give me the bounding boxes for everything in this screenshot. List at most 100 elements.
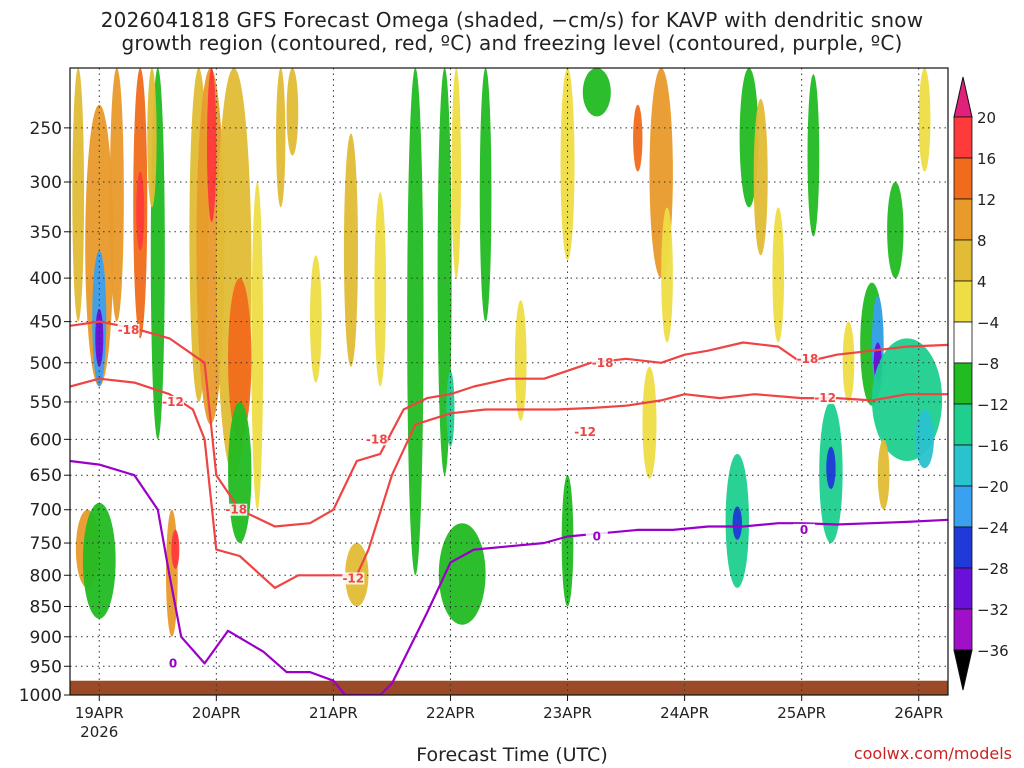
omega-shade-42 <box>739 68 759 208</box>
colorbar-top-arrow <box>953 76 973 118</box>
omega-shade-18 <box>228 401 252 544</box>
y-tick-label-550: 550 <box>30 393 62 413</box>
colorbar-bottom-arrow <box>953 649 973 691</box>
contour-label-bg-3 <box>365 433 388 446</box>
colorbar-segment-6 <box>953 362 973 405</box>
colorbar-label-1: 16 <box>977 150 996 168</box>
chart-title-line1: 2026041818 GFS Forecast Omega (shaded, −… <box>100 8 924 32</box>
colorbar-label-6: −8 <box>977 355 999 373</box>
omega-shade-17 <box>228 278 252 440</box>
omega-shade-55 <box>918 68 931 172</box>
omega-shade-34 <box>561 475 574 607</box>
colorbar-label-8: −16 <box>977 437 1009 455</box>
y-tick-label-1000: 1000 <box>19 686 62 706</box>
omega-shade-15 <box>206 68 217 223</box>
y-tick-label-700: 700 <box>30 501 62 521</box>
colorbar-label-10: −24 <box>977 519 1009 537</box>
contour-label-0: -18 <box>118 323 140 337</box>
omega-shade-21 <box>286 68 299 156</box>
colorbar-label-3: 8 <box>977 232 987 250</box>
omega-shade-45 <box>807 74 820 237</box>
omega-shade-8 <box>136 171 145 251</box>
colorbar-segment-4 <box>953 280 973 323</box>
contour-line-1 <box>70 377 948 590</box>
omega-shade-28 <box>451 68 462 279</box>
omega-shade-3 <box>72 68 85 322</box>
y-tick-label-350: 350 <box>30 223 62 243</box>
contour-label-5: -18 <box>592 356 614 370</box>
y-tick-label-950: 950 <box>30 657 62 677</box>
colorbar-label-0: 20 <box>977 109 996 127</box>
omega-shade-43 <box>753 98 768 256</box>
contour-label-4: -12 <box>342 571 364 585</box>
colorbar-label-12: −32 <box>977 601 1009 619</box>
omega-shade-44 <box>772 207 785 343</box>
x-tick-year-label: 2026 <box>80 723 118 741</box>
omega-shade-10 <box>147 68 157 208</box>
contour-label-bg-7 <box>796 352 819 365</box>
colorbar-segment-8 <box>953 444 973 487</box>
colorbar-label-5: −4 <box>977 314 999 332</box>
contour-label-9: 0 <box>169 656 177 670</box>
colorbar-segment-9 <box>953 485 973 528</box>
x-tick-label-0: 19APR <box>75 704 124 722</box>
plot-frame <box>69 67 949 696</box>
omega-shade-22 <box>309 255 322 383</box>
contour-label-bg-10 <box>585 530 608 543</box>
contour-label-bg-5 <box>591 356 614 369</box>
contour-label-bg-0 <box>117 324 140 337</box>
omega-shade-25 <box>374 192 387 387</box>
omega-shade-53 <box>915 409 934 469</box>
omega-shade-11 <box>165 509 178 637</box>
x-tick-label-1: 20APR <box>192 704 241 722</box>
contour-label-bg-11 <box>793 523 816 536</box>
colorbar-segment-1 <box>953 157 973 200</box>
omega-shade-48 <box>842 321 855 402</box>
omega-shade-35 <box>582 68 611 117</box>
y-tick-label-650: 650 <box>30 466 62 486</box>
x-tick-label-5: 24APR <box>660 704 709 722</box>
omega-shade-41 <box>732 506 742 540</box>
colorbar-segment-0 <box>953 116 973 159</box>
y-tick-label-750: 750 <box>30 534 62 554</box>
omega-shade-38 <box>661 207 673 343</box>
y-tick-label-300: 300 <box>30 173 62 193</box>
omega-shade-5 <box>82 502 116 619</box>
y-tick-label-800: 800 <box>30 566 62 586</box>
colorbar-segment-10 <box>953 526 973 569</box>
x-axis-label: Forecast Time (UTC) <box>416 744 608 766</box>
contour-label-11: 0 <box>800 523 808 537</box>
omega-shade-37 <box>633 104 643 172</box>
colorbar-segment-11 <box>953 567 973 610</box>
colorbar-segment-7 <box>953 403 973 446</box>
colorbar-segment-5 <box>953 321 973 364</box>
x-tick-label-3: 22APR <box>426 704 475 722</box>
contour-label-3: -18 <box>366 432 388 446</box>
contour-label-7: -18 <box>797 352 819 366</box>
omega-shade-54 <box>887 182 904 279</box>
colorbar-label-7: −12 <box>977 396 1009 414</box>
y-tick-label-850: 850 <box>30 597 62 617</box>
colorbar-label-11: −28 <box>977 560 1009 578</box>
y-tick-label-600: 600 <box>30 430 62 450</box>
colorbar-segment-3 <box>953 239 973 282</box>
contour-label-bg-9 <box>162 657 185 670</box>
colorbar-label-13: −36 <box>977 642 1009 660</box>
contour-line-0 <box>70 320 948 528</box>
plot-area: -18 -12 -18 -18 -12 -18 -12 -18 -12 0 0 0 <box>70 68 948 695</box>
omega-shade-29 <box>446 370 455 447</box>
omega-shade-19 <box>251 182 264 510</box>
y-tick-label-900: 900 <box>30 628 62 648</box>
contour-label-bg-8 <box>814 392 837 405</box>
y-tick-label-400: 400 <box>30 269 62 289</box>
contour-line-2 <box>70 459 948 695</box>
credit-link[interactable]: coolwx.com/models <box>853 744 1012 763</box>
x-tick-label-6: 25APR <box>777 704 826 722</box>
omega-shade-33 <box>560 68 575 260</box>
omega-shade-39 <box>642 366 657 479</box>
contour-label-1: -12 <box>162 395 184 409</box>
contour-label-bg-6 <box>574 425 597 438</box>
colorbar-segment-2 <box>953 198 973 241</box>
contour-label-8: -12 <box>814 391 836 405</box>
